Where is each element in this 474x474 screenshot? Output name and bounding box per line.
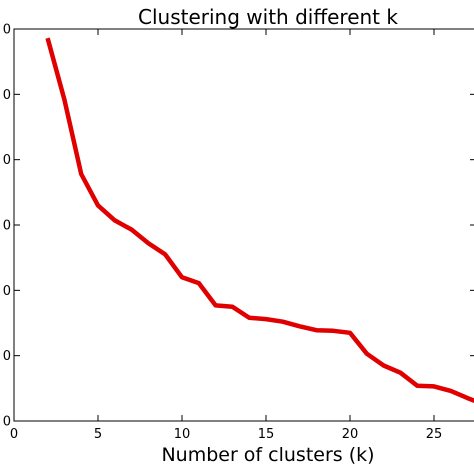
series-group <box>45 37 474 404</box>
series-line <box>45 37 474 404</box>
x-tick-label: 0 <box>10 427 18 442</box>
chart-title: Clustering with different k <box>138 5 398 29</box>
x-tick-label: 5 <box>94 427 102 442</box>
y-tick-label: 0 <box>3 23 11 38</box>
x-tick-label: 10 <box>174 427 191 442</box>
x-axis-label: Number of clusters (k) <box>161 444 374 466</box>
x-tick-label: 25 <box>426 427 443 442</box>
plot-area-frame <box>13 28 474 422</box>
y-tick-label: 0 <box>3 219 11 234</box>
x-tick-label: 15 <box>258 427 275 442</box>
y-tick-label: 0 <box>3 349 11 364</box>
x-tick-label: 20 <box>342 427 359 442</box>
y-tick-label: 0 <box>3 415 11 430</box>
y-tick-label: 0 <box>3 88 11 103</box>
y-tick-label: 0 <box>3 153 11 168</box>
y-tick-label: 0 <box>3 284 11 299</box>
